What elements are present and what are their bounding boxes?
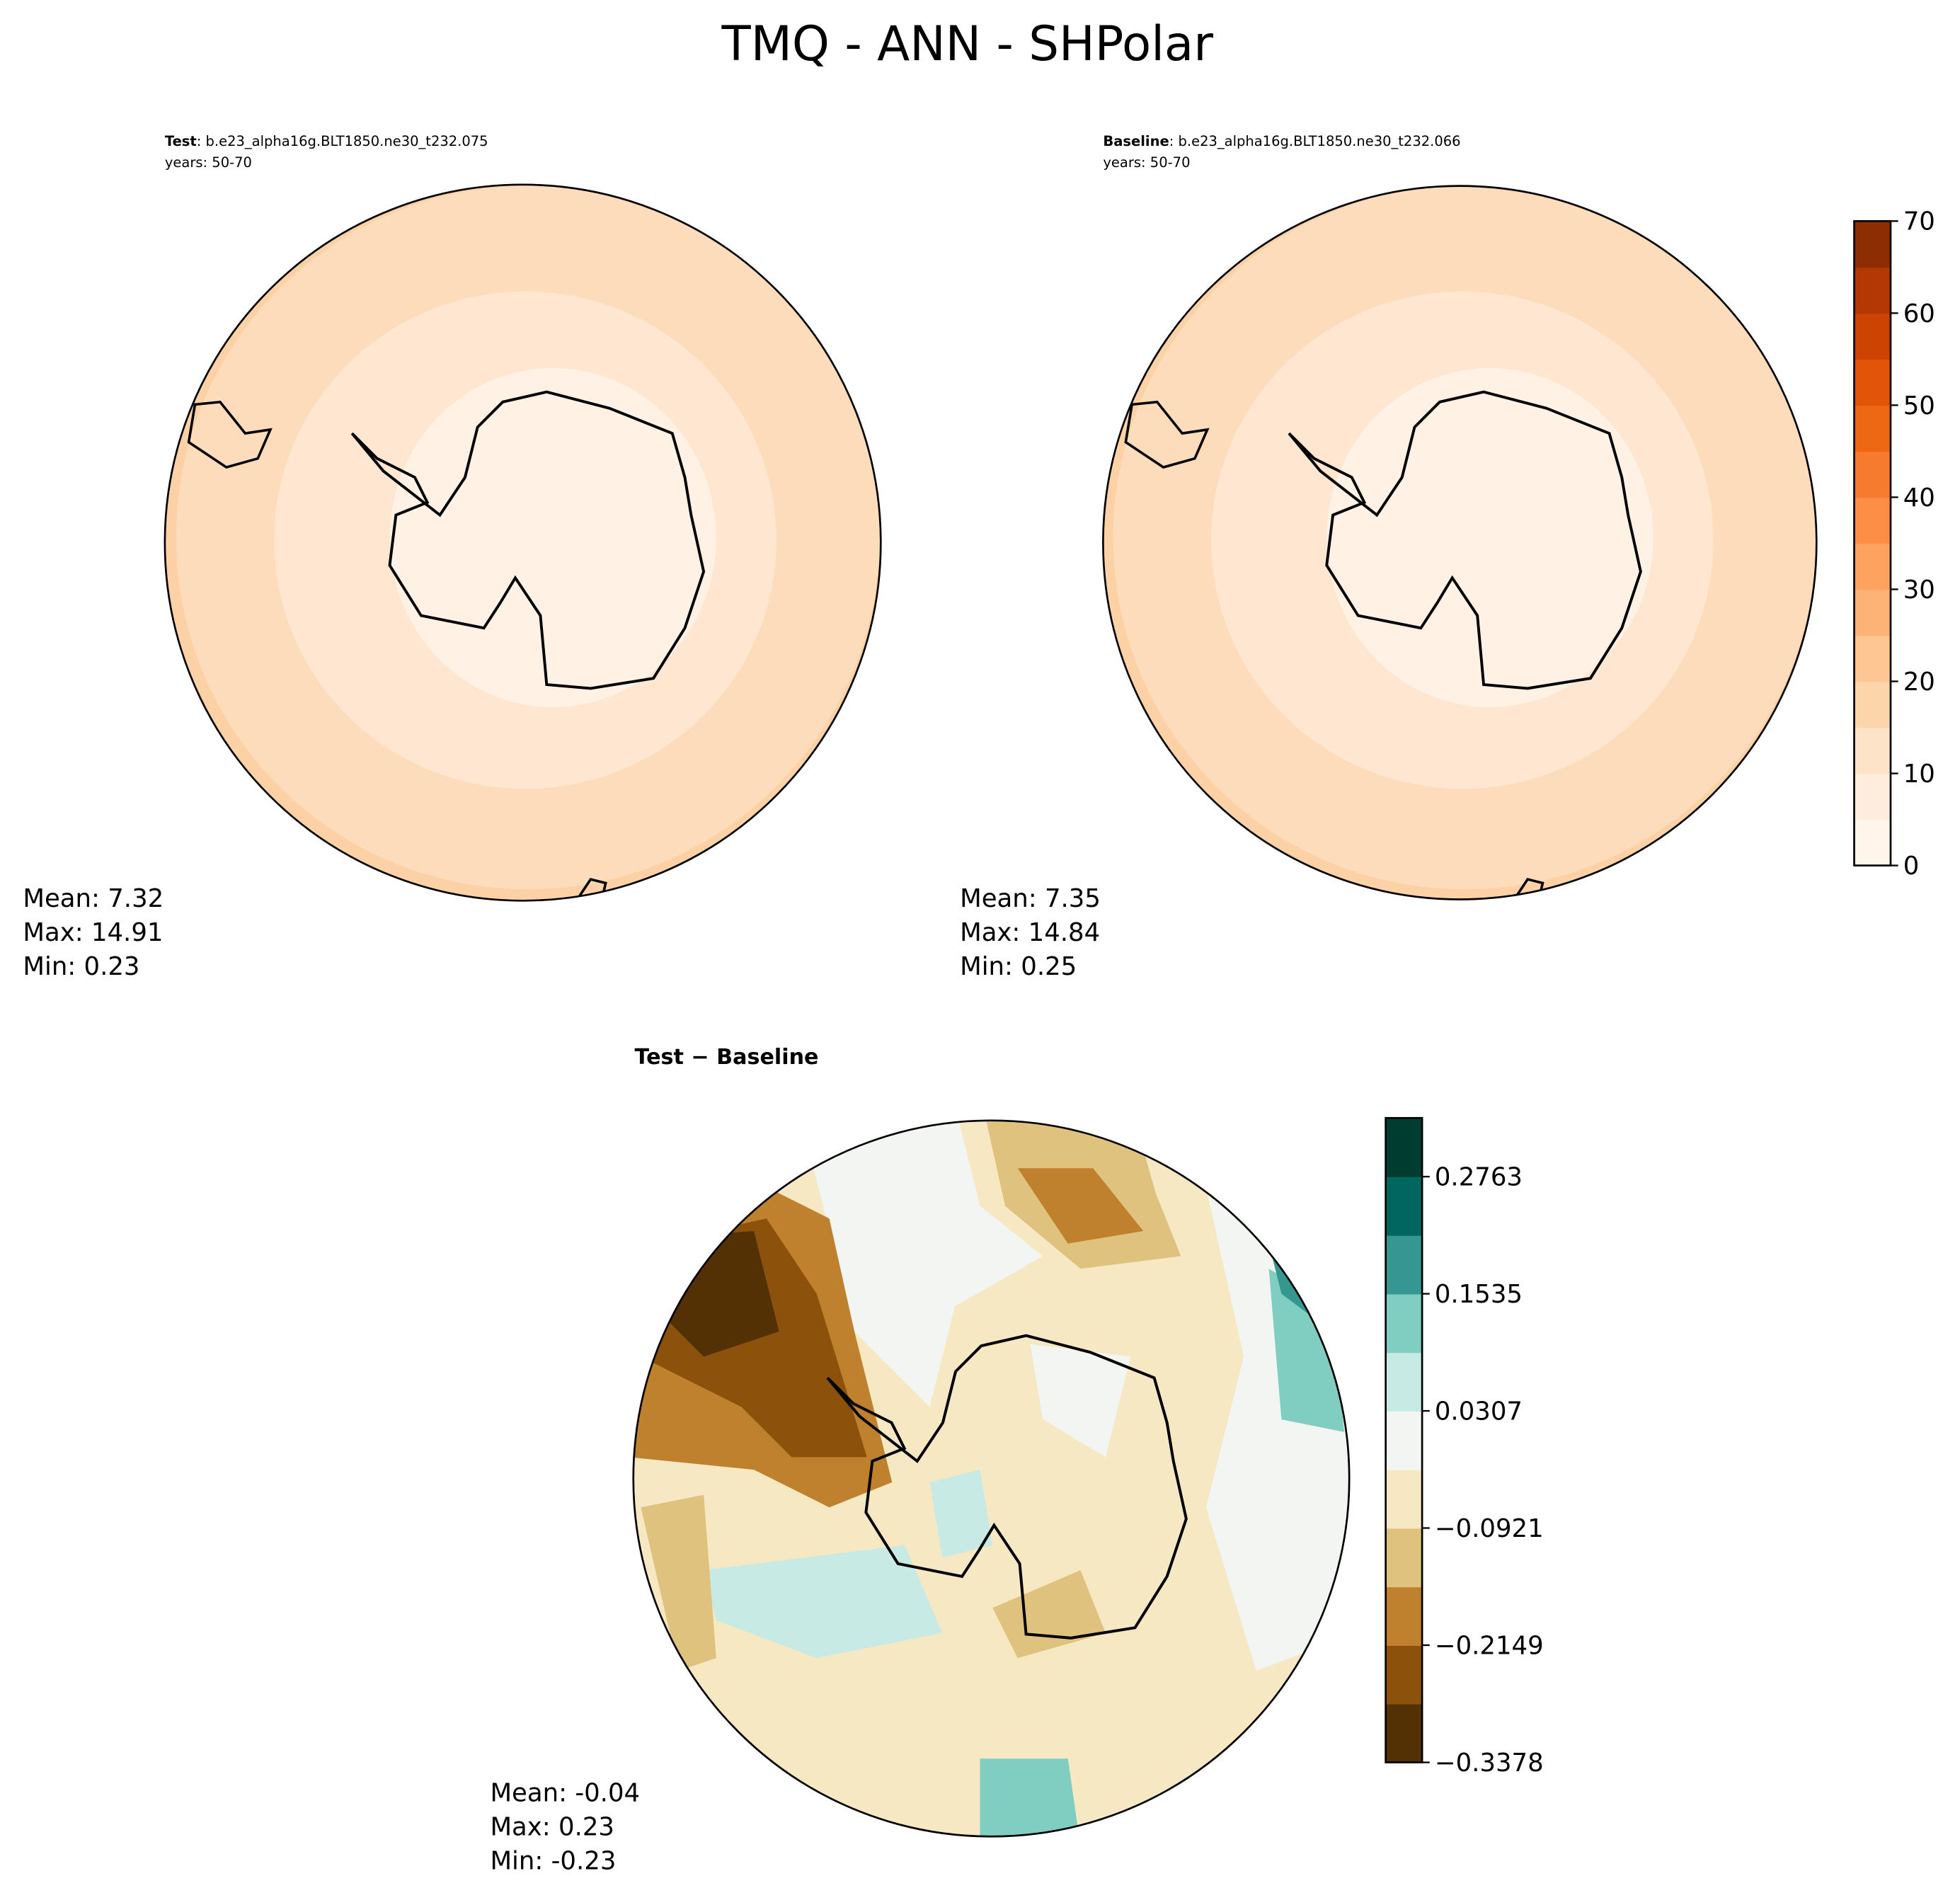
colorbar-tick-label: 50 xyxy=(1903,391,1935,420)
stat-line: Min: -0.23 xyxy=(490,1846,616,1875)
colorbar-band xyxy=(1854,773,1891,820)
panel-case: : b.e23_alpha16g.BLT1850.ne30_t232.066 xyxy=(1169,133,1461,149)
map-border xyxy=(632,1119,1351,1838)
colorbar-band xyxy=(1385,1586,1423,1646)
colorbars: 0 10 20 30 40 50 60 70 −0.3378 −0.2149 −0.0921 0.03… xyxy=(1385,207,1935,1778)
colorbar-tick-label: −0.2149 xyxy=(1435,1631,1544,1660)
stat-line: Max: 14.84 xyxy=(960,918,1100,947)
colorbar-band xyxy=(1854,681,1891,728)
stat-line: Mean: -0.04 xyxy=(490,1779,640,1808)
figure-title: TMQ - ANN - SHPolar xyxy=(721,16,1214,71)
panel-case: : b.e23_alpha16g.BLT1850.ne30_t232.075 xyxy=(197,133,488,149)
colorbar-band xyxy=(1854,405,1891,452)
colorbar-band xyxy=(1385,1411,1423,1470)
colorbar-tick-label: 70 xyxy=(1903,207,1935,236)
colorbar-band xyxy=(1385,1645,1423,1705)
map xyxy=(164,184,881,901)
stat-line: Min: 0.25 xyxy=(960,952,1077,981)
panel-heading: Test − Baseline xyxy=(635,1045,819,1070)
colorbar-tick-label: −0.0921 xyxy=(1435,1514,1544,1543)
colorbar-band xyxy=(1854,497,1891,544)
stat-line: Mean: 7.32 xyxy=(23,884,164,913)
colorbar-band xyxy=(1854,635,1891,682)
colorbar-band xyxy=(1385,1118,1423,1177)
stat-line: Min: 0.23 xyxy=(23,952,139,981)
colorbar-tick-label: 40 xyxy=(1903,484,1935,513)
map-border xyxy=(164,183,882,902)
colorbar-band xyxy=(1385,1235,1423,1295)
colorbar-band xyxy=(1854,451,1891,498)
colorbar-frame xyxy=(1853,219,1892,866)
panel-heading: Test: b.e23_alpha16g.BLT1850.ne30_t232.0… xyxy=(165,133,488,149)
colorbar-tick-label: 10 xyxy=(1903,760,1935,789)
stat-line: Max: 0.23 xyxy=(490,1812,614,1841)
colorbar-tick-label: −0.3378 xyxy=(1435,1749,1544,1778)
colorbar-tick-label: 60 xyxy=(1903,299,1935,328)
colorbar-tick-label: 20 xyxy=(1903,668,1935,697)
map xyxy=(1103,185,1817,900)
panel-heading: Baseline: b.e23_alpha16g.BLT1850.ne30_t2… xyxy=(1103,133,1460,149)
panel-years: years: 50-70 xyxy=(1103,154,1190,171)
colorbar-band xyxy=(1385,1293,1423,1354)
colorbar-band xyxy=(1385,1177,1423,1236)
colorbar-band xyxy=(1854,267,1891,314)
stat-line: Max: 14.91 xyxy=(23,918,163,947)
panel-label: Baseline xyxy=(1103,133,1169,149)
colorbar-band xyxy=(1854,543,1891,590)
colorbar-band xyxy=(1854,359,1891,406)
colorbar-band xyxy=(1854,313,1891,360)
panel-label: Test xyxy=(165,133,197,149)
colorbar-frame xyxy=(1385,1116,1423,1763)
colorbar-tick-label: 0.1535 xyxy=(1435,1280,1523,1309)
map-border xyxy=(1102,185,1818,900)
colorbar-band xyxy=(1385,1703,1423,1763)
map xyxy=(633,1120,1350,1837)
colorbar-tick-label: 0 xyxy=(1903,852,1920,881)
stats: Mean: 7.32 Max: 14.91 Min: 0.23 Mean: 7.35 M… xyxy=(23,884,1101,1875)
colorbar-band xyxy=(1854,221,1891,268)
colorbar-band xyxy=(1854,819,1891,866)
colorbar-band xyxy=(1854,727,1891,774)
colorbar-tick-label: 0.2763 xyxy=(1435,1163,1523,1192)
colorbar-band xyxy=(1854,589,1891,636)
colorbar-tick-label: 0.0307 xyxy=(1435,1397,1523,1426)
colorbar-band xyxy=(1385,1352,1423,1412)
colorbar-tick-label: 30 xyxy=(1903,576,1935,605)
panel-years: years: 50-70 xyxy=(165,154,252,171)
colorbar-band xyxy=(1385,1469,1423,1529)
stat-line: Mean: 7.35 xyxy=(960,884,1101,913)
colorbar-band xyxy=(1385,1528,1423,1588)
